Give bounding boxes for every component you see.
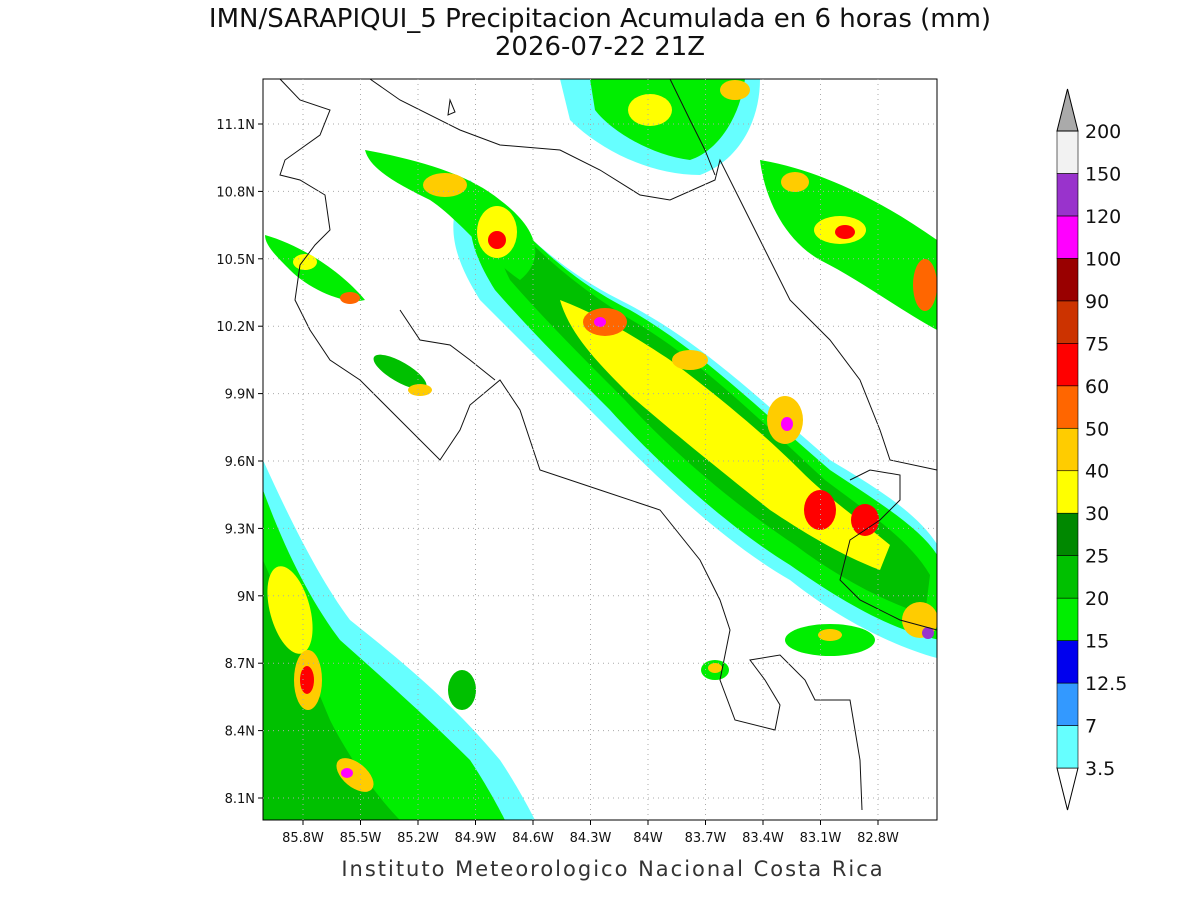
colorbar-arrow <box>1056 88 1079 132</box>
lat-tick-label: 8.7N <box>225 657 255 672</box>
colorbar-box <box>1056 597 1079 641</box>
lon-tick-label: 85.5W <box>340 831 382 846</box>
lon-tick-label: 84.6W <box>512 831 554 846</box>
colorbar-label: 75 <box>1085 333 1109 355</box>
colorbar-label: 15 <box>1085 631 1109 653</box>
coastlines <box>279 78 938 811</box>
subtitle: 2026-07-22 21Z <box>495 32 705 62</box>
lat-tick-label: 8.1N <box>225 792 255 807</box>
colorbar-arrow <box>1056 767 1079 811</box>
colorbar-box <box>1056 130 1079 174</box>
precip-field <box>263 79 937 820</box>
colorbar-box <box>1056 682 1079 726</box>
colorbar-box <box>1056 343 1079 387</box>
lat-tick-label: 9.3N <box>225 522 255 537</box>
lat-tick-label: 9N <box>237 590 255 605</box>
lat-tick-label: 11.1N <box>216 118 255 133</box>
colorbar-label: 60 <box>1085 376 1109 398</box>
lon-tick-label: 83.7W <box>685 831 727 846</box>
colorbar-box <box>1056 512 1079 556</box>
lon-tick-label: 83.1W <box>800 831 842 846</box>
colorbar-label: 30 <box>1085 503 1109 525</box>
lon-tick-label: 85.2W <box>397 831 439 846</box>
lat-tick-label: 10.5N <box>216 253 255 268</box>
colorbar-label: 25 <box>1085 546 1109 568</box>
colorbar-box <box>1056 427 1079 472</box>
colorbar-box <box>1056 470 1079 514</box>
footer: Instituto Meteorologico Nacional Costa R… <box>341 857 884 881</box>
lon-tick-label: 83.4W <box>742 831 784 846</box>
lat-tick-label: 9.6N <box>225 455 255 470</box>
colorbar-box <box>1056 215 1079 259</box>
colorbar-box <box>1056 725 1079 769</box>
colorbar-label: 120 <box>1085 206 1121 228</box>
colorbar-label: 3.5 <box>1085 758 1115 780</box>
colorbar-box <box>1056 385 1079 429</box>
colorbar-box <box>1056 258 1079 302</box>
lon-tick-label: 82.8W <box>857 831 899 846</box>
colorbar-box <box>1056 555 1079 599</box>
colorbar-label: 200 <box>1085 121 1121 143</box>
colorbar-label: 7 <box>1085 716 1097 738</box>
map-frame <box>262 78 938 821</box>
colorbar-label: 12.5 <box>1085 673 1127 695</box>
colorbar-box <box>1056 173 1079 217</box>
lat-tick-label: 10.2N <box>216 320 255 335</box>
lat-tick-label: 8.4N <box>225 725 255 740</box>
lat-tick-label: 10.8N <box>216 185 255 200</box>
title: IMN/SARAPIQUI_5 Precipitacion Acumulada … <box>209 4 991 34</box>
lat-tick-label: 9.9N <box>225 388 255 403</box>
colorbar-label: 20 <box>1085 588 1109 610</box>
colorbar-label: 40 <box>1085 461 1109 483</box>
lon-tick-label: 84.9W <box>455 831 497 846</box>
lon-tick-label: 84.3W <box>570 831 612 846</box>
colorbar-box <box>1056 300 1079 344</box>
colorbar-label: 150 <box>1085 163 1121 185</box>
colorbar-box <box>1056 640 1079 684</box>
lon-tick-label: 85.8W <box>282 831 324 846</box>
colorbar-label: 90 <box>1085 291 1109 313</box>
colorbar-label: 50 <box>1085 418 1109 440</box>
lon-tick-label: 84W <box>633 831 663 846</box>
colorbar-label: 100 <box>1085 248 1121 270</box>
